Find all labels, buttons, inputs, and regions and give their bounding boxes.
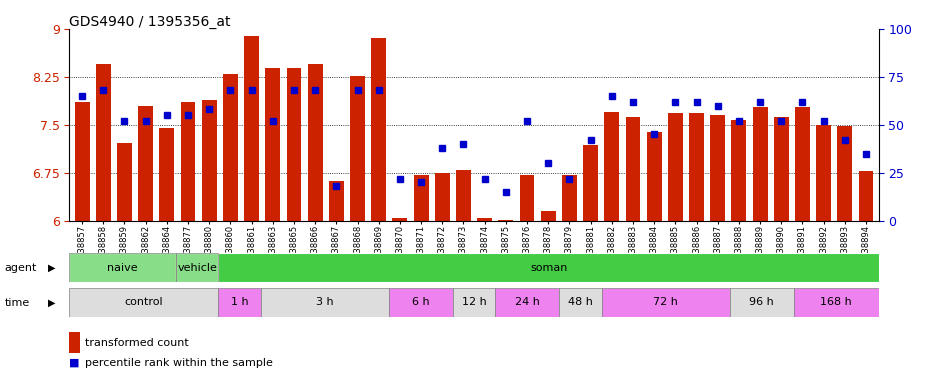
Text: ■: ■	[69, 358, 80, 368]
Bar	[69, 253, 176, 282]
Bar	[117, 143, 132, 221]
Bar	[351, 76, 365, 221]
Bar	[287, 68, 302, 221]
Bar	[218, 253, 879, 282]
Bar	[176, 253, 218, 282]
Bar	[96, 64, 111, 221]
Bar	[858, 171, 873, 221]
Bar	[69, 288, 218, 317]
Bar	[816, 125, 831, 221]
Bar	[796, 107, 810, 221]
Bar	[69, 253, 176, 282]
Bar	[452, 288, 496, 317]
Text: 1 h: 1 h	[231, 297, 249, 308]
Bar	[180, 103, 195, 221]
Bar	[308, 64, 323, 221]
Bar	[837, 126, 852, 221]
Bar	[583, 145, 598, 221]
Bar	[371, 38, 386, 221]
Text: agent: agent	[5, 263, 37, 273]
Bar	[176, 253, 218, 282]
Text: percentile rank within the sample: percentile rank within the sample	[85, 358, 273, 368]
Bar	[562, 175, 577, 221]
Bar	[218, 288, 261, 317]
Bar	[244, 36, 259, 221]
Bar	[794, 288, 879, 317]
Text: ▶: ▶	[48, 298, 55, 308]
Bar	[159, 128, 174, 221]
Bar	[75, 103, 90, 221]
Bar	[520, 175, 535, 221]
Bar	[710, 115, 725, 221]
Bar	[499, 220, 513, 221]
Bar	[413, 175, 428, 221]
Bar	[138, 106, 153, 221]
Text: 168 h: 168 h	[820, 297, 852, 308]
Bar	[602, 288, 730, 317]
Bar	[625, 117, 640, 221]
Bar	[774, 117, 789, 221]
Text: GDS4940 / 1395356_at: GDS4940 / 1395356_at	[69, 15, 231, 29]
Bar	[541, 211, 556, 221]
Text: transformed count: transformed count	[85, 338, 189, 348]
Text: 6 h: 6 h	[412, 297, 429, 308]
Bar	[265, 68, 280, 221]
Text: 96 h: 96 h	[749, 297, 774, 308]
Bar	[261, 288, 388, 317]
Text: control: control	[125, 297, 163, 308]
Bar	[477, 218, 492, 221]
Bar	[202, 101, 216, 221]
Bar	[732, 120, 746, 221]
Bar	[668, 113, 683, 221]
Bar	[223, 74, 238, 221]
Text: 24 h: 24 h	[515, 297, 540, 308]
Text: naive: naive	[107, 263, 138, 273]
Text: soman: soman	[530, 263, 567, 273]
Bar	[647, 132, 661, 221]
Bar	[753, 107, 768, 221]
Text: time: time	[5, 298, 30, 308]
Bar	[496, 288, 560, 317]
Text: 3 h: 3 h	[316, 297, 334, 308]
Text: ▶: ▶	[48, 263, 55, 273]
Bar	[730, 288, 794, 317]
Bar	[560, 288, 602, 317]
Bar	[388, 288, 452, 317]
Bar	[456, 170, 471, 221]
Text: 12 h: 12 h	[462, 297, 487, 308]
Text: 48 h: 48 h	[568, 297, 593, 308]
Text: 72 h: 72 h	[653, 297, 678, 308]
Text: vehicle: vehicle	[178, 263, 217, 273]
Bar	[392, 218, 407, 221]
Bar	[604, 112, 619, 221]
Bar	[435, 173, 450, 221]
Bar	[689, 113, 704, 221]
Bar	[329, 181, 344, 221]
